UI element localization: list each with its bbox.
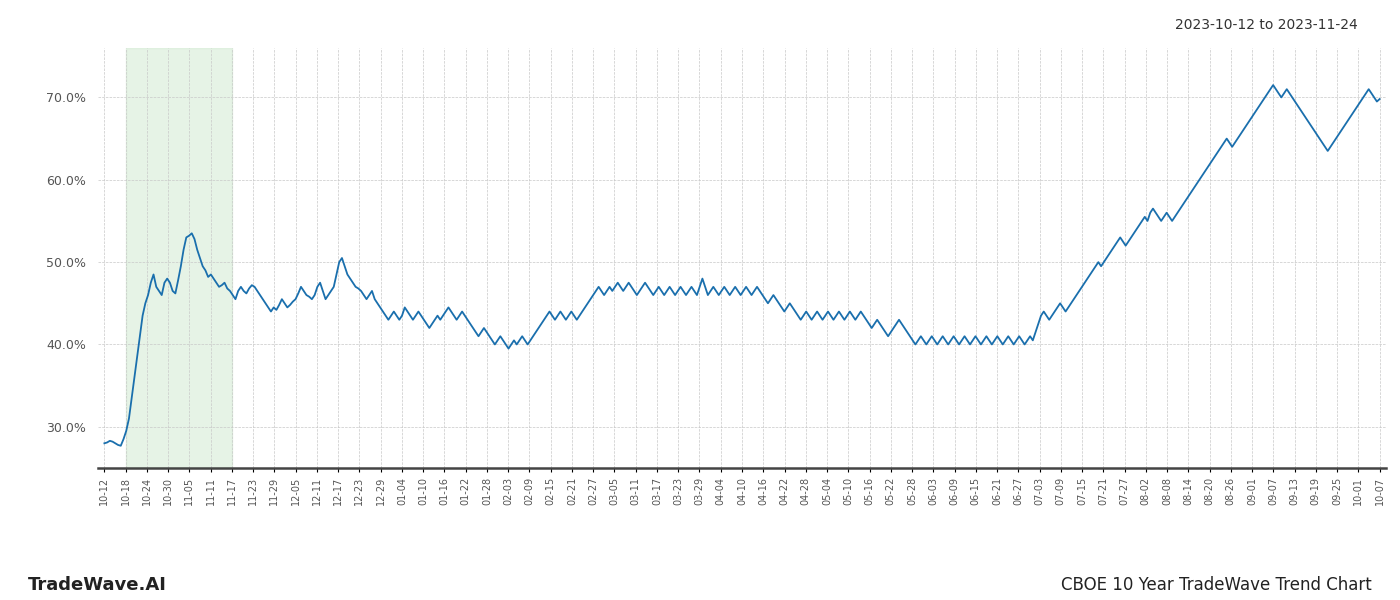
Bar [126, 48, 232, 468]
Text: CBOE 10 Year TradeWave Trend Chart: CBOE 10 Year TradeWave Trend Chart [1061, 576, 1372, 594]
Text: TradeWave.AI: TradeWave.AI [28, 576, 167, 594]
Text: 2023-10-12 to 2023-11-24: 2023-10-12 to 2023-11-24 [1175, 18, 1358, 32]
